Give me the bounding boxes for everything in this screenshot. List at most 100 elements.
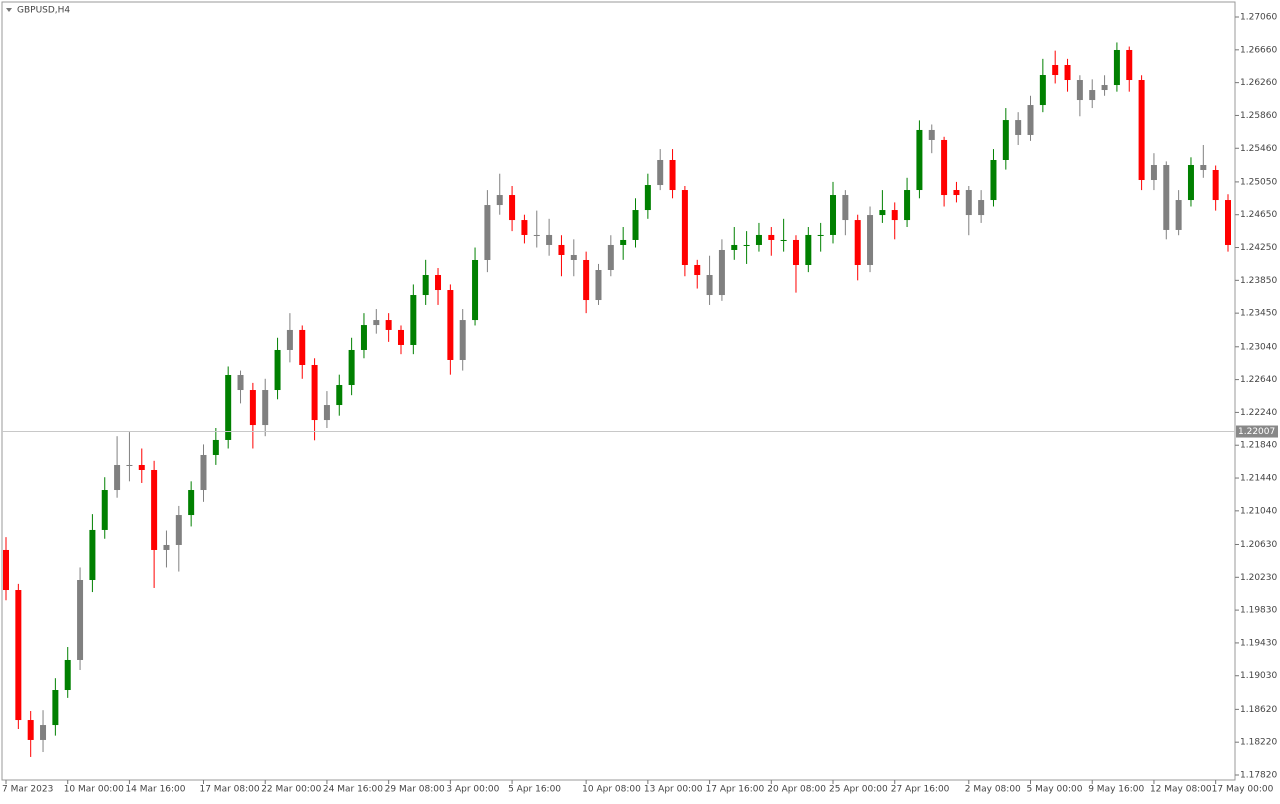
- y-tick-label: 1.26660: [1240, 45, 1277, 55]
- candle-body: [249, 390, 256, 426]
- candle-body: [496, 195, 503, 206]
- candle-body: [286, 329, 293, 350]
- candle-body: [1126, 49, 1133, 81]
- candle-body: [830, 195, 837, 235]
- candle-body: [126, 464, 133, 466]
- candle-body: [583, 259, 590, 301]
- y-tick-label: 1.21040: [1240, 506, 1277, 516]
- candle-body: [101, 490, 108, 530]
- candle-body: [311, 364, 318, 421]
- candle-body: [1187, 164, 1194, 201]
- candle-body: [397, 329, 404, 345]
- candle-body: [422, 275, 429, 296]
- x-tick-label: 12 May 08:00: [1150, 785, 1212, 795]
- candle-body: [459, 320, 466, 360]
- y-tick-label: 1.18220: [1240, 738, 1277, 748]
- candle-body: [854, 220, 861, 265]
- candle-body: [1113, 49, 1120, 86]
- y-tick-label: 1.20630: [1240, 540, 1277, 550]
- candle-body: [237, 375, 244, 391]
- x-tick-label: 5 May 00:00: [1027, 785, 1083, 795]
- candle-body: [77, 580, 84, 660]
- candle-body: [410, 295, 417, 345]
- candle-body: [175, 515, 182, 545]
- x-tick-label: 20 Apr 08:00: [767, 785, 826, 795]
- x-tick-label: 5 Apr 16:00: [508, 785, 561, 795]
- candle-body: [755, 234, 762, 245]
- y-tick-label: 1.21440: [1240, 474, 1277, 484]
- candle-body: [546, 234, 553, 245]
- candle-body: [1039, 75, 1046, 106]
- current-price-label: 1.22007: [1238, 427, 1275, 437]
- y-tick-label: 1.27060: [1240, 13, 1277, 23]
- x-tick-label: 22 Mar 00:00: [261, 785, 321, 795]
- candle-body: [27, 720, 34, 740]
- menu-arrow[interactable]: [6, 8, 12, 12]
- candle-body: [1015, 120, 1022, 135]
- x-tick-label: 27 Apr 16:00: [891, 785, 950, 795]
- x-tick-label: 2 May 08:00: [965, 785, 1021, 795]
- candle-body: [89, 529, 96, 581]
- candle-body: [842, 195, 849, 221]
- x-tick-label: 14 Mar 16:00: [125, 785, 185, 795]
- candle-body: [1212, 170, 1219, 201]
- candle-body: [731, 244, 738, 250]
- candle-body: [570, 254, 577, 260]
- candle-body: [435, 275, 442, 291]
- x-tick-label: 10 Mar 00:00: [64, 785, 124, 795]
- candle-body: [360, 325, 367, 350]
- y-tick-label: 1.19430: [1240, 638, 1277, 648]
- candle-body: [743, 244, 750, 246]
- candle-body: [52, 690, 59, 726]
- y-tick-label: 1.26260: [1240, 78, 1277, 88]
- candle-body: [681, 190, 688, 265]
- candle-body: [867, 215, 874, 265]
- y-tick-label: 1.20230: [1240, 573, 1277, 583]
- x-tick-label: 3 Apr 00:00: [446, 785, 499, 795]
- candle-body: [262, 390, 269, 426]
- candle-body: [718, 249, 725, 296]
- chart-title: GBPUSD,H4: [17, 6, 70, 16]
- candle-body: [151, 469, 158, 550]
- candle-body: [669, 159, 676, 191]
- candle-body: [620, 239, 627, 245]
- candle-body: [607, 244, 614, 271]
- x-tick-label: 9 May 16:00: [1088, 785, 1144, 795]
- candle-body: [1002, 120, 1009, 160]
- candle-body: [509, 195, 516, 221]
- plot-frame: [1, 1, 1236, 781]
- y-tick-label: 1.24650: [1240, 210, 1277, 220]
- candle-body: [385, 320, 392, 330]
- candle-body: [1101, 85, 1108, 91]
- candle-body: [447, 290, 454, 360]
- candle-body: [1076, 80, 1083, 101]
- candle-body: [533, 234, 540, 236]
- y-tick-label: 1.17820: [1240, 770, 1277, 780]
- candle-body: [978, 200, 985, 216]
- x-tick-label: 29 Mar 08:00: [385, 785, 445, 795]
- candle-body: [644, 185, 651, 211]
- candle-body: [953, 190, 960, 196]
- y-tick-label: 1.19030: [1240, 671, 1277, 681]
- candle-body: [1089, 90, 1096, 101]
- candle-body: [768, 234, 775, 240]
- y-tick-label: 1.18620: [1240, 705, 1277, 715]
- candle-body: [904, 190, 911, 221]
- candle-body: [817, 234, 824, 236]
- y-tick-label: 1.22240: [1240, 408, 1277, 418]
- candle-body: [188, 490, 195, 516]
- x-tick-label: 17 May 00:00: [1212, 785, 1274, 795]
- candle-body: [373, 320, 380, 326]
- candle-body: [792, 239, 799, 265]
- candle-body: [1200, 164, 1207, 171]
- candle-body: [1052, 65, 1059, 76]
- candle-body: [706, 275, 713, 296]
- candle-body: [225, 375, 232, 440]
- y-tick-label: 1.23450: [1240, 309, 1277, 319]
- candle-body: [632, 210, 639, 240]
- candle-body: [965, 190, 972, 216]
- candle-body: [299, 329, 306, 365]
- candle-body: [212, 439, 219, 455]
- x-tick-label: 10 Apr 08:00: [582, 785, 641, 795]
